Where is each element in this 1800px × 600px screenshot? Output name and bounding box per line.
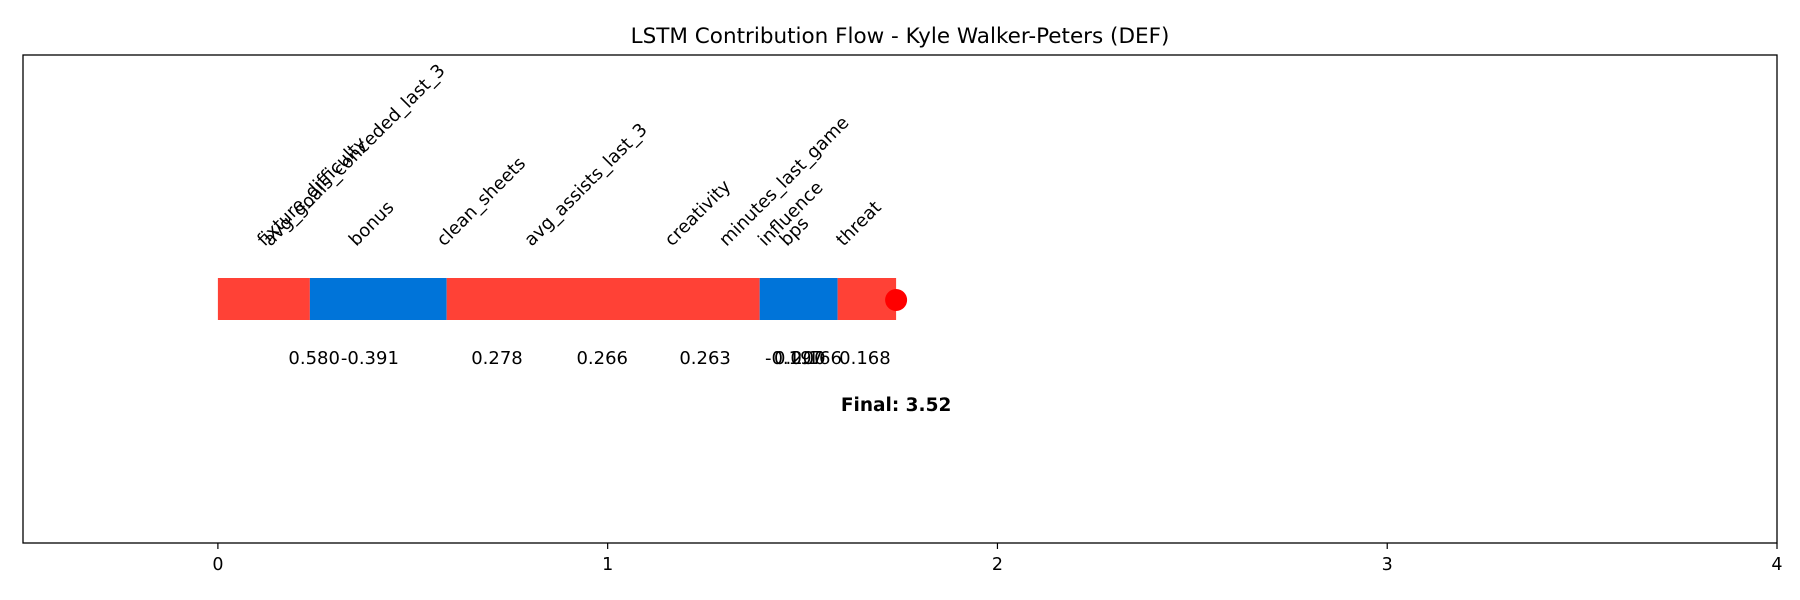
feature-label: clean_sheets: [433, 153, 530, 250]
feature-label: avg_goals_conceded_last_3: [259, 60, 449, 250]
value-label: 0.166: [790, 348, 842, 369]
value-label: -0.391: [341, 348, 399, 369]
value-label: 0.168: [839, 348, 891, 369]
contribution-segment: [759, 278, 838, 320]
x-tick-label: 3: [1382, 555, 1393, 575]
feature-label: avg_assists_last_3: [520, 119, 651, 250]
contribution-segment: [309, 278, 447, 320]
final-marker: [885, 289, 908, 311]
value-label: 0.580: [288, 348, 340, 369]
feature-label: threat: [832, 197, 885, 250]
value-label: -0.197: [765, 348, 823, 369]
value-label: 0.263: [679, 348, 731, 369]
contribution-segment: [446, 278, 760, 320]
value-labels-layer: 0.580 -0.391 0.278 0.266 0.263 -0.1970.2000.1…: [288, 348, 890, 369]
feature-label: bonus: [345, 197, 398, 250]
segments-layer: [217, 278, 897, 320]
value-label: 0.266: [576, 348, 628, 369]
feature-labels-layer: fixture_difficultyavg_goals_conceded_las…: [253, 60, 885, 250]
x-tick-label: 4: [1771, 555, 1782, 575]
chart-title: LSTM Contribution Flow - Kyle Walker-Pet…: [631, 24, 1170, 49]
final-marker-layer: Final: 3.52: [841, 289, 951, 416]
final-label: Final: 3.52: [841, 395, 951, 416]
x-tick-label: 1: [602, 555, 613, 575]
x-axis: 0 1 2 3 4: [212, 543, 1783, 575]
value-label: 0.200: [774, 348, 826, 369]
plot-area-frame: [22, 54, 1778, 544]
x-tick-label: 0: [212, 555, 223, 575]
contribution-segment: [217, 278, 310, 320]
x-tick-label: 2: [992, 555, 1003, 575]
value-label: 0.278: [471, 348, 523, 369]
